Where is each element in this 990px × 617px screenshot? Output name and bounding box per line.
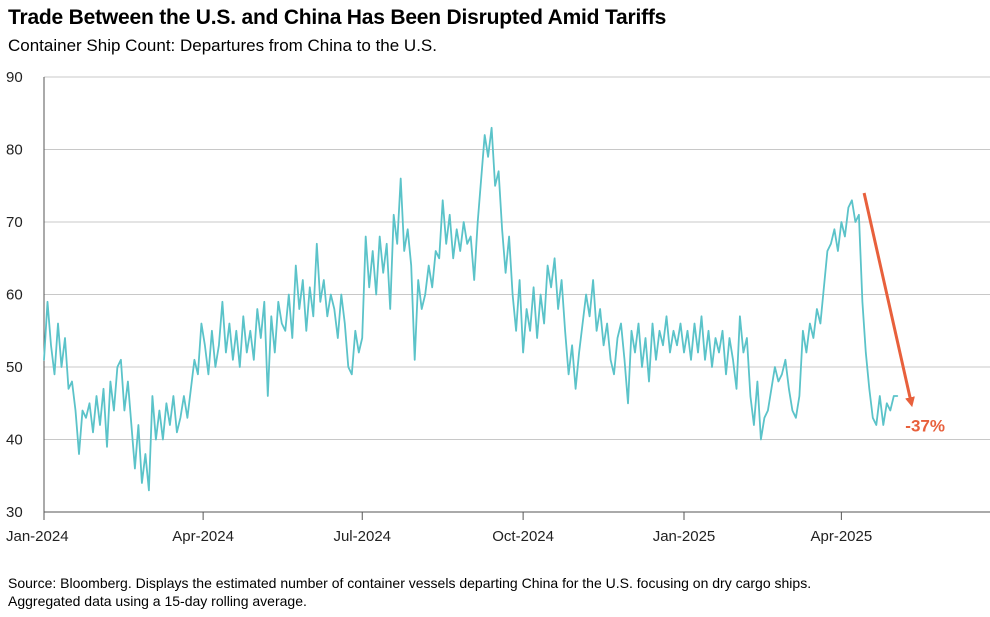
x-tick-label-4: Jan-2025: [653, 528, 716, 545]
x-tick-label-3: Oct-2024: [492, 528, 554, 545]
x-tick-label-0: Jan-2024: [6, 528, 69, 545]
gridlines: [43, 76, 990, 513]
annotation-layer: -37%: [862, 192, 945, 435]
series-line-0: [43, 126, 899, 492]
chart-subtitle: Container Ship Count: Departures from Ch…: [8, 36, 437, 55]
annotation-arrow-0: [862, 192, 915, 408]
x-tick-label-5: Apr-2025: [811, 528, 873, 545]
annotation-label-0: -37%: [905, 416, 945, 435]
y-tick-label-50: 50: [6, 359, 23, 376]
y-tick-label-60: 60: [6, 287, 23, 304]
x-axis-ticks: Jan-2024 Apr-2024 Jul-2024 Oct-2024 Jan-2025…: [6, 512, 872, 545]
footnote-line-2: Aggregated data using a 15-day rolling a…: [8, 593, 307, 609]
source-footnote: Source: Bloomberg. Displays the estimate…: [8, 574, 983, 610]
x-tick-label-2: Jul-2024: [333, 528, 391, 545]
y-tick-label-80: 80: [6, 142, 23, 159]
x-tick-label-1: Apr-2024: [172, 528, 234, 545]
y-tick-label-40: 40: [6, 432, 23, 449]
y-tick-label-70: 70: [6, 214, 23, 231]
footnote-line-1: Source: Bloomberg. Displays the estimate…: [8, 575, 812, 591]
y-tick-label-30: 30: [6, 504, 23, 521]
series-layer: [43, 126, 899, 492]
y-axis-ticks: 30 40 50 60 70 80 90: [6, 69, 23, 521]
y-tick-label-90: 90: [6, 69, 23, 86]
chart-title: Trade Between the U.S. and China Has Bee…: [8, 6, 667, 29]
